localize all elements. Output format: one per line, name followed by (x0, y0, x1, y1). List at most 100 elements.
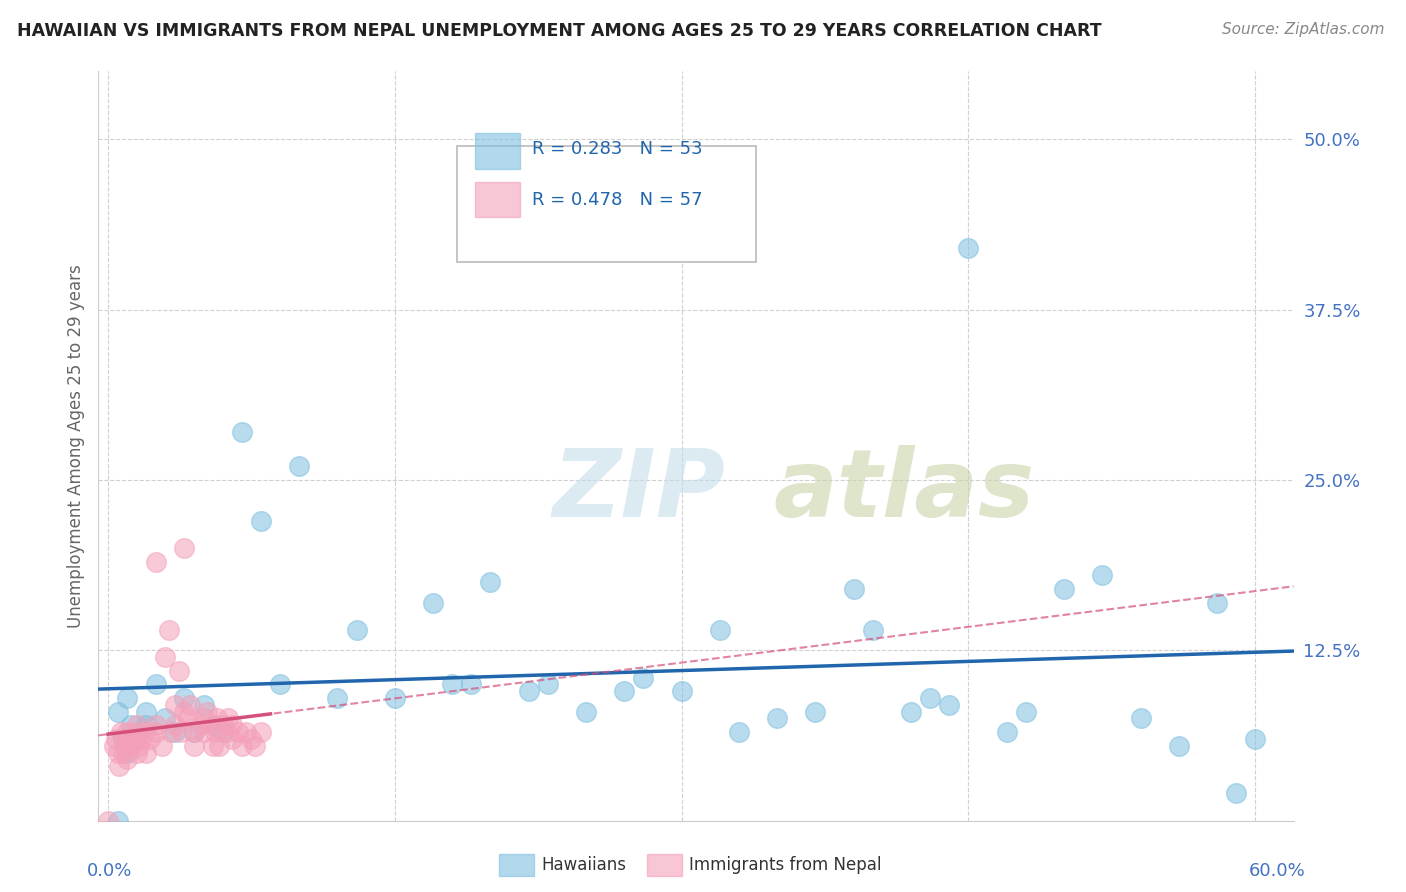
Point (575, 705, 598, 719)
Point (107, 814, 129, 828)
Point (121, 731, 143, 746)
Point (460, 677, 482, 691)
Point (173, 705, 195, 719)
Point (221, 731, 243, 746)
Point (167, 664, 190, 678)
Point (250, 514, 273, 528)
Point (231, 425, 253, 440)
Point (108, 759, 131, 773)
Point (215, 725, 238, 739)
Text: HAWAIIAN VS IMMIGRANTS FROM NEPAL UNEMPLOYMENT AMONG AGES 25 TO 29 YEARS CORRELA: HAWAIIAN VS IMMIGRANTS FROM NEPAL UNEMPL… (17, 22, 1101, 40)
Point (183, 725, 205, 739)
Point (728, 725, 751, 739)
Point (208, 739, 231, 753)
Point (842, 582, 865, 596)
Point (107, 705, 129, 719)
Point (709, 623, 731, 637)
Text: Hawaiians: Hawaiians (541, 856, 626, 874)
Point (250, 725, 273, 739)
Point (193, 725, 215, 739)
Point (145, 677, 167, 691)
Point (115, 725, 138, 739)
Point (1206, 596, 1229, 610)
Point (135, 718, 157, 732)
Point (112, 731, 135, 746)
Point (114, 739, 136, 753)
Point (173, 541, 195, 556)
Point (862, 623, 884, 637)
Point (422, 596, 444, 610)
Point (517, 684, 540, 698)
Text: 0.0%: 0.0% (87, 862, 132, 880)
Point (155, 711, 177, 725)
Point (139, 731, 162, 746)
Text: Immigrants from Nepal: Immigrants from Nepal (689, 856, 882, 874)
Point (169, 725, 191, 739)
Point (1129, 711, 1152, 725)
Text: R = 0.283   N = 53: R = 0.283 N = 53 (533, 140, 703, 158)
Point (326, 691, 349, 706)
Point (804, 705, 827, 719)
Point (115, 691, 138, 706)
Point (938, 698, 960, 712)
Point (177, 711, 200, 725)
Point (1167, 739, 1189, 753)
Point (269, 677, 291, 691)
Point (1015, 705, 1038, 719)
Point (197, 705, 219, 719)
Point (202, 718, 225, 732)
Point (120, 718, 142, 732)
Point (204, 725, 226, 739)
Point (288, 459, 311, 474)
Point (1091, 568, 1114, 582)
Point (97, 814, 120, 828)
Point (193, 698, 215, 712)
Point (217, 711, 239, 725)
Point (995, 725, 1018, 739)
Point (183, 739, 205, 753)
Point (537, 677, 560, 691)
Point (920, 691, 942, 706)
Point (104, 731, 127, 746)
Point (131, 731, 153, 746)
Point (135, 746, 157, 760)
Point (226, 725, 249, 739)
Point (115, 731, 138, 746)
Point (135, 725, 157, 739)
Point (202, 739, 225, 753)
Point (145, 725, 167, 739)
Text: Source: ZipAtlas.com: Source: ZipAtlas.com (1222, 22, 1385, 37)
FancyBboxPatch shape (475, 133, 520, 169)
Point (115, 752, 138, 766)
FancyBboxPatch shape (457, 146, 756, 262)
Point (157, 623, 180, 637)
Point (957, 242, 980, 256)
Point (231, 739, 253, 753)
Point (120, 739, 142, 753)
Point (125, 718, 148, 732)
Text: atlas: atlas (773, 445, 1035, 537)
Point (179, 698, 201, 712)
Point (346, 623, 368, 637)
Text: 60.0%: 60.0% (1249, 862, 1306, 880)
Point (384, 691, 406, 706)
Text: ZIP: ZIP (553, 445, 725, 537)
Point (173, 691, 195, 706)
Point (633, 671, 655, 685)
Point (103, 739, 125, 753)
FancyBboxPatch shape (475, 181, 520, 218)
Point (900, 705, 922, 719)
Text: R = 0.478   N = 57: R = 0.478 N = 57 (533, 191, 703, 210)
Point (202, 718, 225, 732)
Point (205, 711, 228, 725)
Point (235, 725, 257, 739)
Point (766, 711, 789, 725)
Point (211, 718, 233, 732)
Point (183, 725, 205, 739)
Point (125, 725, 148, 739)
Point (135, 705, 157, 719)
Point (160, 725, 183, 739)
Point (128, 739, 150, 753)
Point (145, 718, 167, 732)
Point (155, 650, 177, 665)
